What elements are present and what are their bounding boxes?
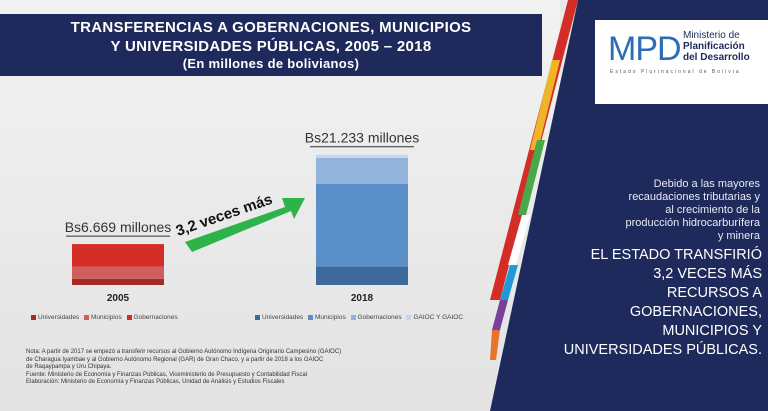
note-line: Nota: A partir de 2017 se empezó a trans… (26, 349, 342, 355)
legend-2005: Universidades Municipios Gobernaciones (28, 314, 178, 321)
panel-text-5: y minera (717, 230, 760, 242)
legend-swatch (308, 314, 313, 320)
legend-swatch (84, 314, 89, 320)
panel-text-1: Debido a las mayores (653, 178, 760, 190)
panel-text-2: recaudaciones tributarias y (628, 191, 760, 203)
bar-segment (72, 278, 164, 285)
bar-segment (72, 266, 164, 279)
legend-swatch (255, 314, 260, 320)
bar-segment (316, 266, 408, 285)
logo-estado: Estado Plurinacional de Bolivia (610, 69, 741, 75)
note-line: Elaboración: Ministerio de Economía y Fi… (26, 379, 285, 385)
title-line-1: TRANSFERENCIAS A GOBERNACIONES, MUNICIPI… (70, 19, 472, 36)
logo-name-line2: Planificación (683, 41, 745, 52)
category-label: 2018 (351, 293, 374, 304)
logo-box (595, 20, 768, 104)
note-line: de Raqaypampa y Uru Chipaya. (26, 364, 112, 370)
category-label: 2005 (107, 293, 130, 304)
subtitle: (En millones de bolivianos) (182, 56, 360, 71)
legend-label: Municipios (315, 314, 346, 321)
stacked-bar-chart: Bs6.669 millones 2005 Bs21.233 millones 201… (65, 130, 420, 304)
footnotes: Nota: A partir de 2017 se empezó a trans… (26, 349, 496, 387)
legend-label: Universidades (262, 314, 304, 321)
panel-big-6: UNIVERSIDADES PÚBLICAS. (563, 342, 762, 358)
bar-segment (316, 154, 408, 158)
logo-name-line1: Ministerio de (683, 30, 740, 41)
legend-2018: Universidades Municipios Gobernaciones G… (252, 314, 463, 321)
panel-big-4: GOBERNACIONES, (629, 304, 762, 320)
panel-big-1: EL ESTADO TRANSFIRIÓ (590, 247, 762, 263)
bar-segment (316, 157, 408, 184)
mpd-logo: MPD (608, 30, 682, 68)
growth-arrow (185, 198, 305, 252)
legend-swatch (406, 314, 412, 320)
total-label: Bs6.669 millones (65, 219, 172, 235)
legend-swatch (350, 314, 356, 320)
panel-text-3: al crecimiento de la (665, 204, 760, 216)
note-line: Fuente: Ministerio de Economía y Finanza… (26, 371, 308, 378)
panel-big-3: RECURSOS A (666, 285, 762, 301)
legend-swatch (31, 314, 36, 320)
logo-name-line3: del Desarrollo (683, 52, 750, 63)
title-banner (0, 14, 542, 76)
bar-segment (316, 183, 408, 267)
panel-big-2: 3,2 VECES MÁS (653, 266, 762, 282)
bar-segment (72, 244, 164, 267)
legend-label: Municipios (91, 314, 122, 321)
panel-big-5: MUNICIPIOS Y (662, 323, 762, 339)
panel-text-4: producción hidrocarburífera (625, 217, 760, 229)
legend-label: Gobernaciones (133, 314, 178, 321)
legend-label: GAIOC Y GAIOC (413, 314, 464, 321)
note-line: de Charagua Iyambae y al Gobierno Autóno… (26, 356, 324, 363)
legend-label: Universidades (38, 314, 80, 321)
legend-label: Gobernaciones (357, 314, 402, 321)
legend-swatch (126, 314, 132, 320)
title-line-2: Y UNIVERSIDADES PÚBLICAS, 2005 – 2018 (110, 38, 432, 55)
total-label: Bs21.233 millones (305, 130, 419, 146)
